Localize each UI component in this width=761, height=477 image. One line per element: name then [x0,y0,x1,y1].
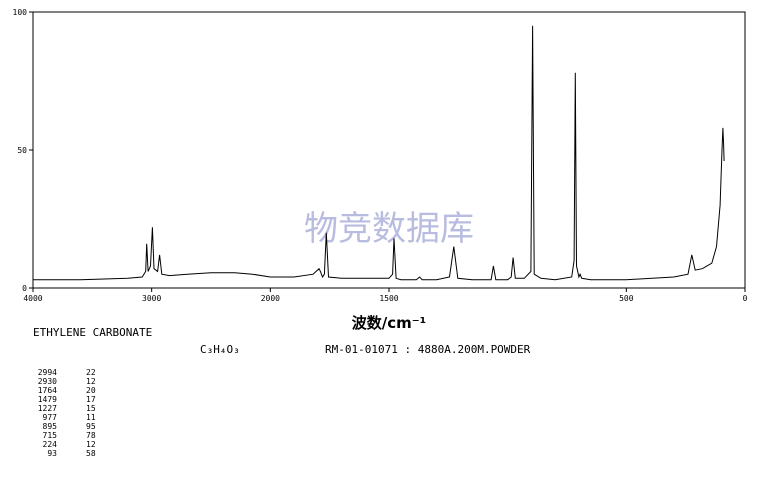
watermark: 物竞数据库 [304,209,474,249]
x-tick-label: 0 [743,294,748,303]
x-tick-label: 1500 [379,294,398,303]
peak-intensity: 12 [86,440,96,449]
peak-intensity: 11 [86,413,96,422]
spectrum-line [33,25,725,281]
y-tick-label: 100 [13,8,28,17]
y-tick-label: 0 [22,284,27,293]
peak-intensity: 15 [86,404,96,413]
x-tick-label: 2000 [261,294,280,303]
peak-intensity: 17 [86,395,96,404]
peak-wavenumber: 1764 [38,386,57,395]
peak-wavenumber: 2930 [38,377,57,386]
peak-wavenumber: 2994 [38,368,57,377]
peak-intensity: 12 [86,377,96,386]
formula: C₃H₄O₃ [200,343,240,356]
peak-wavenumber: 1227 [38,404,57,413]
peak-intensity: 58 [86,449,96,458]
peak-intensity: 95 [86,422,96,431]
peak-intensity: 20 [86,386,96,395]
peak-intensity: 22 [86,368,96,377]
x-tick-label: 500 [619,294,634,303]
peak-intensity: 78 [86,431,96,440]
peak-wavenumber: 977 [43,413,58,422]
x-tick-label: 3000 [142,294,161,303]
sample-info: RM-01-01071 : 4880A.200M.POWDER [325,343,531,356]
peak-wavenumber: 895 [43,422,58,431]
peak-wavenumber: 715 [43,431,58,440]
peak-wavenumber: 1479 [38,395,57,404]
peak-wavenumber: 224 [43,440,58,449]
peak-wavenumber: 93 [47,449,57,458]
x-axis-label: 波数/cm⁻¹ [352,314,427,332]
x-tick-label: 4000 [23,294,42,303]
compound-name: ETHYLENE CARBONATE [33,326,152,339]
y-tick-label: 50 [17,146,27,155]
